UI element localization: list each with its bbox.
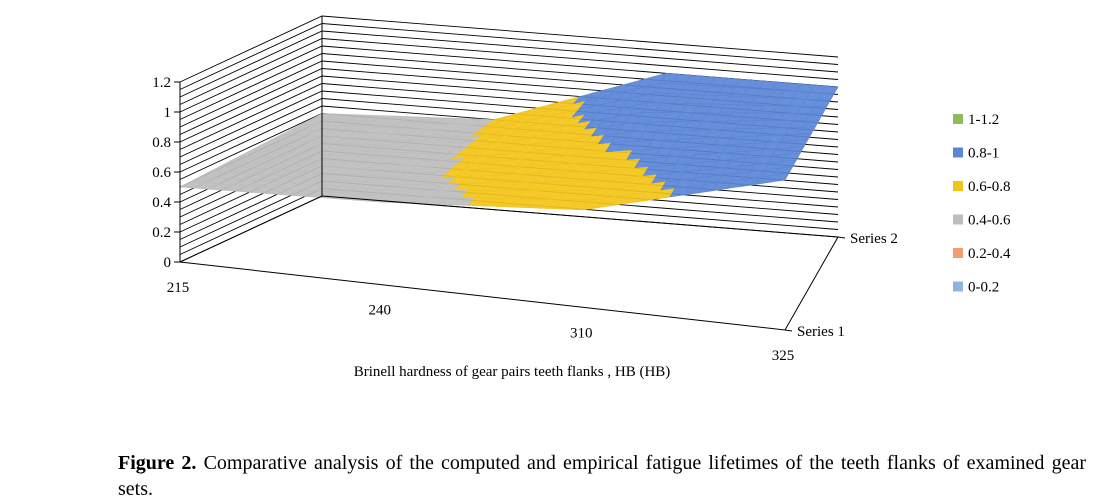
z-tick-label: 0.8 (152, 135, 171, 151)
series-tick-label: Series 2 (850, 231, 898, 247)
z-tick-label: 0.2 (152, 225, 171, 241)
legend-label: 1-1.2 (968, 112, 999, 128)
series-axis-ticks: Series 1 Series 2 (784, 231, 898, 340)
x-tick-label: 325 (772, 348, 795, 364)
surface-plot (178, 72, 839, 211)
z-tick-label: 0.4 (152, 195, 171, 211)
legend-label: 0-0.2 (968, 280, 999, 296)
x-tick-label: 240 (368, 303, 391, 319)
x-tick-label: 215 (167, 280, 190, 296)
caption-label: Figure 2. (118, 452, 197, 474)
legend-swatch (953, 281, 963, 292)
figure-caption: Figure 2. Comparative analysis of the co… (118, 450, 1086, 502)
legend-label: 0.2-0.4 (968, 246, 1011, 262)
caption-text: Comparative analysis of the computed and… (118, 452, 1086, 500)
x-tick-label: 310 (570, 325, 593, 341)
x-axis-ticks: 215 240 310 325 (167, 280, 795, 364)
z-tick-label: 0.6 (152, 165, 171, 181)
legend: 1-1.2 0.8-1 0.6-0.8 0.4-0.6 0.2-0.4 0-0.2 (953, 112, 1011, 296)
z-tick-label: 1.2 (152, 75, 171, 91)
legend-swatch (953, 147, 963, 158)
z-axis-ticks: 0 0.2 0.4 0.6 0.8 1 1.2 (152, 75, 180, 271)
series-tick (784, 329, 793, 332)
surface-cell (770, 173, 790, 183)
legend-label: 0.8-1 (968, 146, 999, 162)
legend-swatch (953, 214, 963, 225)
z-tick-label: 0 (164, 255, 172, 271)
legend-label: 0.4-0.6 (968, 213, 1011, 229)
legend-swatch (953, 248, 963, 258)
legend-label: 0.6-0.8 (968, 179, 1011, 195)
legend-swatch (953, 181, 963, 191)
z-tick-label: 1 (164, 105, 172, 121)
series-tick (837, 236, 846, 239)
x-axis-title: Brinell hardness of gear pairs teeth fla… (354, 364, 671, 380)
legend-swatch (953, 114, 963, 124)
series-tick-label: Series 1 (797, 324, 845, 340)
